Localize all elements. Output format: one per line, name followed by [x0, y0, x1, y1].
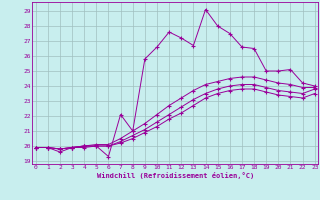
X-axis label: Windchill (Refroidissement éolien,°C): Windchill (Refroidissement éolien,°C) — [97, 172, 254, 179]
